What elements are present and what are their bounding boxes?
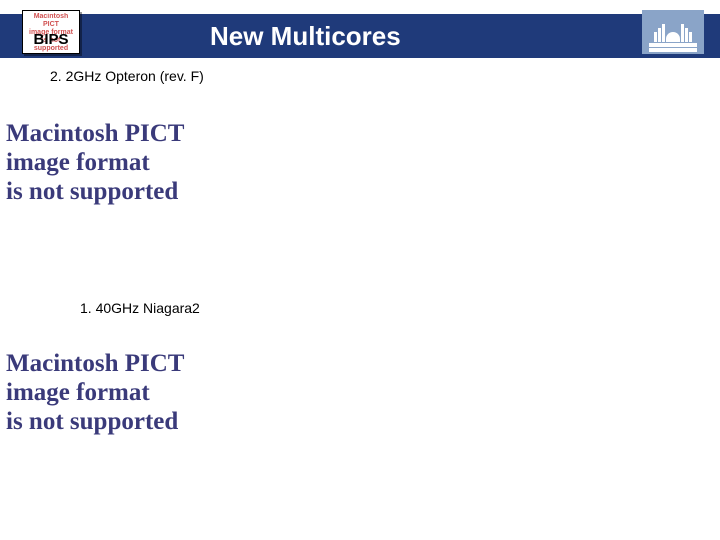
bips-label: BIPS	[33, 31, 68, 48]
logo-column	[689, 32, 692, 42]
pict-line2: image format	[6, 149, 184, 178]
pict-line3: is not supported	[6, 178, 184, 207]
pict-line3: is not supported	[6, 408, 184, 437]
logo-text-bars	[649, 43, 697, 52]
logo-bar	[649, 43, 697, 47]
logo-building-icon	[654, 24, 692, 42]
bips-badge: Macintosh PICT image format is not suppo…	[22, 10, 80, 54]
logo-column	[658, 28, 661, 42]
logo-dome	[666, 32, 680, 42]
bips-bg-line1: Macintosh PICT	[34, 13, 69, 28]
pict-error-message: Macintosh PICT image format is not suppo…	[6, 350, 184, 436]
pict-error-message: Macintosh PICT image format is not suppo…	[6, 120, 184, 206]
logo-column	[654, 32, 657, 42]
logo-bar	[649, 48, 697, 52]
pict-line2: image format	[6, 379, 184, 408]
logo-column	[681, 24, 684, 42]
slide-title: New Multicores	[210, 21, 401, 52]
pict-line1: Macintosh PICT	[6, 350, 184, 379]
logo-column	[662, 24, 665, 42]
caption-opteron: 2. 2GHz Opteron (rev. F)	[50, 68, 204, 84]
caption-niagara: 1. 40GHz Niagara2	[80, 300, 200, 316]
pict-line1: Macintosh PICT	[6, 120, 184, 149]
header-bar: New Multicores	[0, 14, 720, 58]
berkeley-lab-logo	[642, 10, 704, 54]
logo-column	[685, 28, 688, 42]
